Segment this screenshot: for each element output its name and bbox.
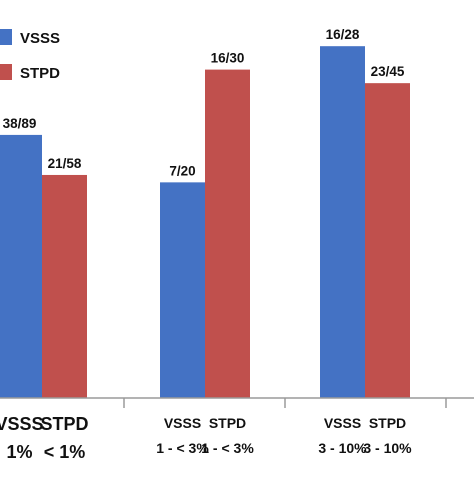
tick-label-stpd-2-0: STPD xyxy=(369,415,406,431)
legend-swatch-stpd xyxy=(0,64,12,80)
bar-vsss-1 xyxy=(160,182,205,398)
data-label-vsss-2: 16/28 xyxy=(326,27,360,42)
tick-label-vsss-2-1: 3 - 10% xyxy=(318,440,367,456)
tick-label-stpd-1-1: 1 - < 3% xyxy=(201,440,254,456)
tick-label-stpd-0-1: < 1% xyxy=(44,442,86,462)
bar-stpd-1 xyxy=(205,69,250,399)
data-label-vsss-1: 7/20 xyxy=(169,163,195,178)
data-label-stpd-2: 23/45 xyxy=(371,64,405,79)
legend-swatch-vsss xyxy=(0,29,12,45)
tick-label-vsss-2-0: VSSS xyxy=(324,415,361,431)
data-label-vsss-0: 38/89 xyxy=(3,116,37,131)
tick-label-stpd-2-1: 3 - 10% xyxy=(363,440,412,456)
chart-data-labels: 38/89 7/20 16/28 21/58 16/30 23/45 xyxy=(3,27,405,178)
tick-label-vsss-1-0: VSSS xyxy=(164,415,201,431)
legend-label-vsss: VSSS xyxy=(20,30,60,47)
chart-x-axis xyxy=(0,397,474,408)
legend-label-stpd: STPD xyxy=(20,65,60,82)
tick-label-vsss-0-0: VSSS xyxy=(0,414,44,434)
chart-legend: VSSS STPD xyxy=(0,29,60,82)
tick-label-vsss-0-1: 1% xyxy=(6,442,32,462)
bar-stpd-0 xyxy=(42,174,87,398)
bar-vsss-2 xyxy=(320,46,365,399)
data-label-stpd-1: 16/30 xyxy=(211,51,245,66)
data-label-stpd-0: 21/58 xyxy=(48,156,82,171)
bar-stpd-2 xyxy=(365,83,410,398)
chart-bars xyxy=(0,46,410,399)
tick-label-vsss-1-1: 1 - < 3% xyxy=(156,440,209,456)
tick-label-stpd-1-0: STPD xyxy=(209,415,246,431)
bar-vsss-0 xyxy=(0,134,42,398)
tick-label-stpd-0-0: STPD xyxy=(40,414,88,434)
